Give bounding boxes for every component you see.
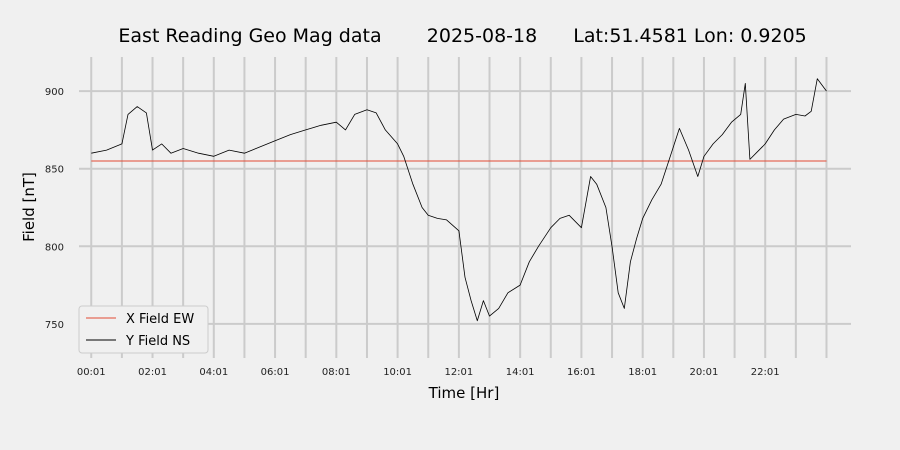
chart-title-main: East Reading Geo Mag data [118, 25, 381, 47]
x-tick-label: 16:01 [567, 367, 596, 378]
y-tick-label: 750 [45, 320, 64, 331]
x-tick-label: 14:01 [506, 367, 535, 378]
y-tick-label: 900 [45, 87, 64, 98]
x-tick-label: 18:01 [628, 367, 657, 378]
series-line-y-field-ns [91, 78, 827, 322]
chart-title-location: Lat:51.4581 Lon: 0.9205 [573, 25, 807, 47]
series-lines [91, 78, 827, 322]
x-tick-label: 20:01 [690, 367, 719, 378]
tick-labels: 00:01 02:01 04:01 06:01 08:01 10:01 12:01 14:01… [45, 87, 780, 378]
y-tick-label: 850 [45, 165, 64, 176]
x-tick-label: 12:01 [444, 367, 473, 378]
x-tick-label: 06:01 [261, 367, 290, 378]
y-axis-label: Field [nT] [20, 172, 38, 242]
grid-lines [79, 57, 851, 358]
x-tick-label: 08:01 [322, 367, 351, 378]
legend-label-x-field: X Field EW [126, 312, 194, 327]
x-tick-label: 04:01 [199, 367, 228, 378]
x-tick-label: 10:01 [383, 367, 412, 378]
y-tick-label: 800 [45, 242, 64, 253]
x-tick-label: 00:01 [77, 367, 106, 378]
x-tick-label: 22:01 [751, 367, 780, 378]
legend: X Field EW Y Field NS [78, 305, 209, 354]
chart-title-date: 2025-08-18 [427, 25, 537, 47]
x-axis-label: Time [Hr] [428, 384, 500, 402]
x-tick-label: 02:01 [138, 367, 167, 378]
legend-label-y-field: Y Field NS [125, 334, 190, 349]
